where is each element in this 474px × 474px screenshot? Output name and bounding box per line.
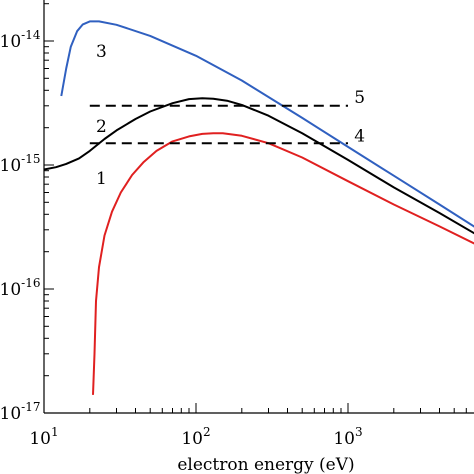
- curve-label-4: 4: [354, 126, 365, 146]
- y-tick-label: 10-15: [0, 152, 40, 176]
- x-tick-label: 102: [181, 425, 210, 449]
- curve-labels: 1 2 3 4 5: [96, 42, 365, 189]
- y-tick-label: 10-14: [0, 28, 41, 52]
- curve-label-3: 3: [96, 42, 107, 62]
- series-line-2: [43, 97, 474, 235]
- series-line-1: [92, 132, 474, 395]
- series-layer: [43, 20, 474, 395]
- curve-label-5: 5: [354, 88, 365, 108]
- y-tick-label: 10-16: [0, 276, 40, 300]
- y-tick-label: 10-17: [0, 400, 40, 424]
- ticks: 101 102 103 10-17 10-16 10-15 10-14: [0, 3, 467, 449]
- curve-label-2: 2: [96, 117, 107, 137]
- curve-label-1: 1: [96, 169, 107, 189]
- series-line-3: [60, 20, 474, 228]
- x-tick-label: 103: [333, 425, 362, 449]
- x-axis-label: electron energy (eV): [177, 455, 354, 474]
- x-tick-label: 101: [29, 425, 58, 449]
